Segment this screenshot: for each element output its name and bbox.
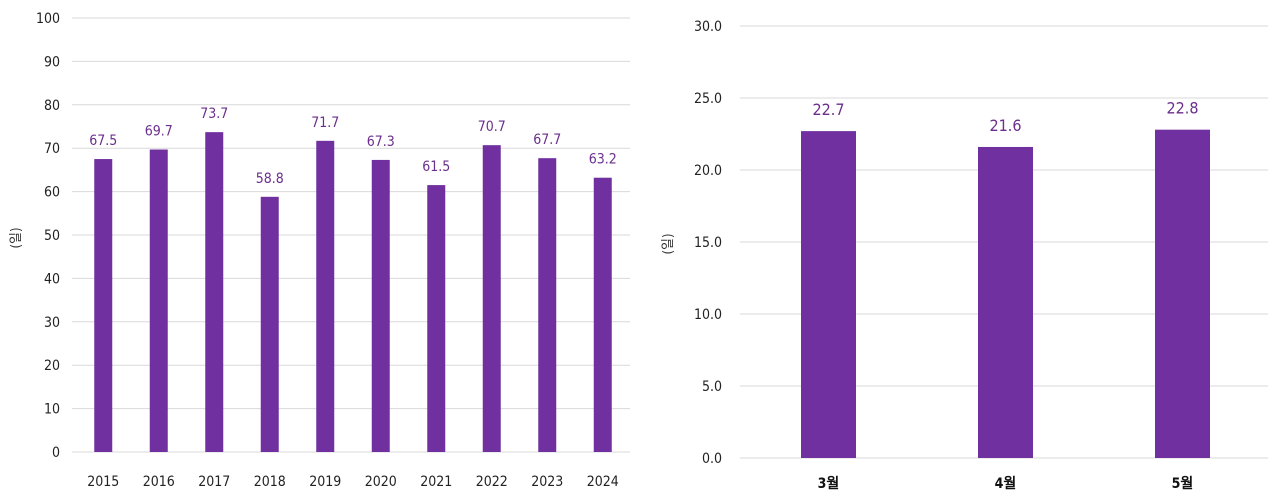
bar bbox=[371, 159, 390, 452]
y-tick-label: 30.0 bbox=[694, 19, 722, 35]
y-tick-label: 100 bbox=[36, 11, 60, 27]
y-tick-label: 20.0 bbox=[694, 163, 722, 179]
y-tick-label: 40 bbox=[44, 271, 60, 287]
data-label: 22.8 bbox=[1166, 99, 1198, 118]
bar bbox=[149, 149, 168, 452]
y-axis-ticks: 0.0 5.0 10.0 15.0 20.0 25.0 30.0 bbox=[694, 19, 722, 467]
bars bbox=[801, 129, 1210, 458]
bar bbox=[260, 196, 279, 452]
y-tick-label: 0.0 bbox=[702, 451, 722, 467]
x-tick-label: 5월 bbox=[1172, 475, 1194, 492]
x-tick-label: 2015 bbox=[87, 474, 119, 490]
bar bbox=[801, 131, 856, 458]
y-tick-label: 0 bbox=[52, 445, 60, 461]
data-label: 67.7 bbox=[533, 132, 561, 148]
x-tick-label: 2016 bbox=[143, 474, 175, 490]
y-tick-label: 50 bbox=[44, 228, 60, 244]
y-tick-label: 30 bbox=[44, 315, 60, 331]
x-tick-label: 4월 bbox=[995, 475, 1017, 492]
data-label: 67.5 bbox=[89, 133, 117, 149]
bar bbox=[205, 132, 224, 452]
data-label: 70.7 bbox=[478, 119, 506, 135]
data-labels: 67.5 69.7 73.7 58.8 71.7 67.3 61.5 70.7 67.7 63.2 bbox=[89, 106, 617, 187]
x-tick-label: 3월 bbox=[818, 475, 840, 492]
bar bbox=[316, 140, 335, 452]
data-label: 73.7 bbox=[200, 106, 228, 122]
y-axis-label: (일) bbox=[9, 227, 24, 248]
bar bbox=[1155, 129, 1210, 458]
data-label: 67.3 bbox=[367, 134, 395, 150]
data-label: 69.7 bbox=[145, 124, 173, 140]
y-tick-label: 60 bbox=[44, 185, 60, 201]
x-tick-label: 2021 bbox=[420, 474, 452, 490]
data-label: 21.6 bbox=[989, 116, 1021, 135]
y-tick-label: 20 bbox=[44, 358, 60, 374]
bar bbox=[538, 158, 557, 452]
y-axis-label: (일) bbox=[661, 233, 676, 254]
bar bbox=[978, 146, 1033, 458]
bars bbox=[94, 132, 612, 453]
y-tick-label: 5.0 bbox=[702, 379, 722, 395]
bar bbox=[427, 185, 446, 452]
y-axis-ticks: 0 10 20 30 40 50 60 70 80 90 100 bbox=[36, 11, 60, 461]
chart-monthly: 0.05.010.015.020.025.030.0 22.721.622.8 … bbox=[661, 19, 1268, 492]
y-tick-label: 70 bbox=[44, 141, 60, 157]
x-tick-label: 2023 bbox=[531, 474, 563, 490]
data-label: 61.5 bbox=[422, 159, 450, 175]
bar bbox=[482, 145, 501, 453]
x-tick-label: 2024 bbox=[587, 474, 619, 490]
x-tick-label: 2017 bbox=[198, 474, 230, 490]
x-tick-label: 2019 bbox=[309, 474, 341, 490]
y-tick-label: 80 bbox=[44, 98, 60, 114]
y-tick-label: 10 bbox=[44, 402, 60, 418]
y-tick-label: 15.0 bbox=[694, 235, 722, 251]
x-tick-label: 2020 bbox=[365, 474, 397, 490]
y-tick-label: 25.0 bbox=[694, 91, 722, 107]
bar bbox=[94, 159, 113, 453]
data-label: 58.8 bbox=[256, 171, 284, 187]
data-label: 71.7 bbox=[311, 115, 339, 131]
data-label: 22.7 bbox=[812, 100, 844, 119]
x-axis-ticks: 3월 4월 5월 bbox=[818, 475, 1194, 492]
x-tick-label: 2018 bbox=[254, 474, 286, 490]
data-labels: 22.7 21.6 22.8 bbox=[812, 99, 1198, 135]
chart-annual: 0 10 20 30 40 50 60 70 80 90 100 67.5 69.7 73.7 58.8 7… bbox=[9, 11, 630, 490]
y-tick-label: 90 bbox=[44, 54, 60, 70]
data-label: 63.2 bbox=[589, 152, 617, 168]
x-axis-ticks: 2015 2016 2017 2018 2019 2020 2021 2022 2023 2024 bbox=[87, 474, 619, 490]
bar bbox=[593, 177, 612, 452]
x-tick-label: 2022 bbox=[476, 474, 508, 490]
y-tick-label: 10.0 bbox=[694, 307, 722, 323]
